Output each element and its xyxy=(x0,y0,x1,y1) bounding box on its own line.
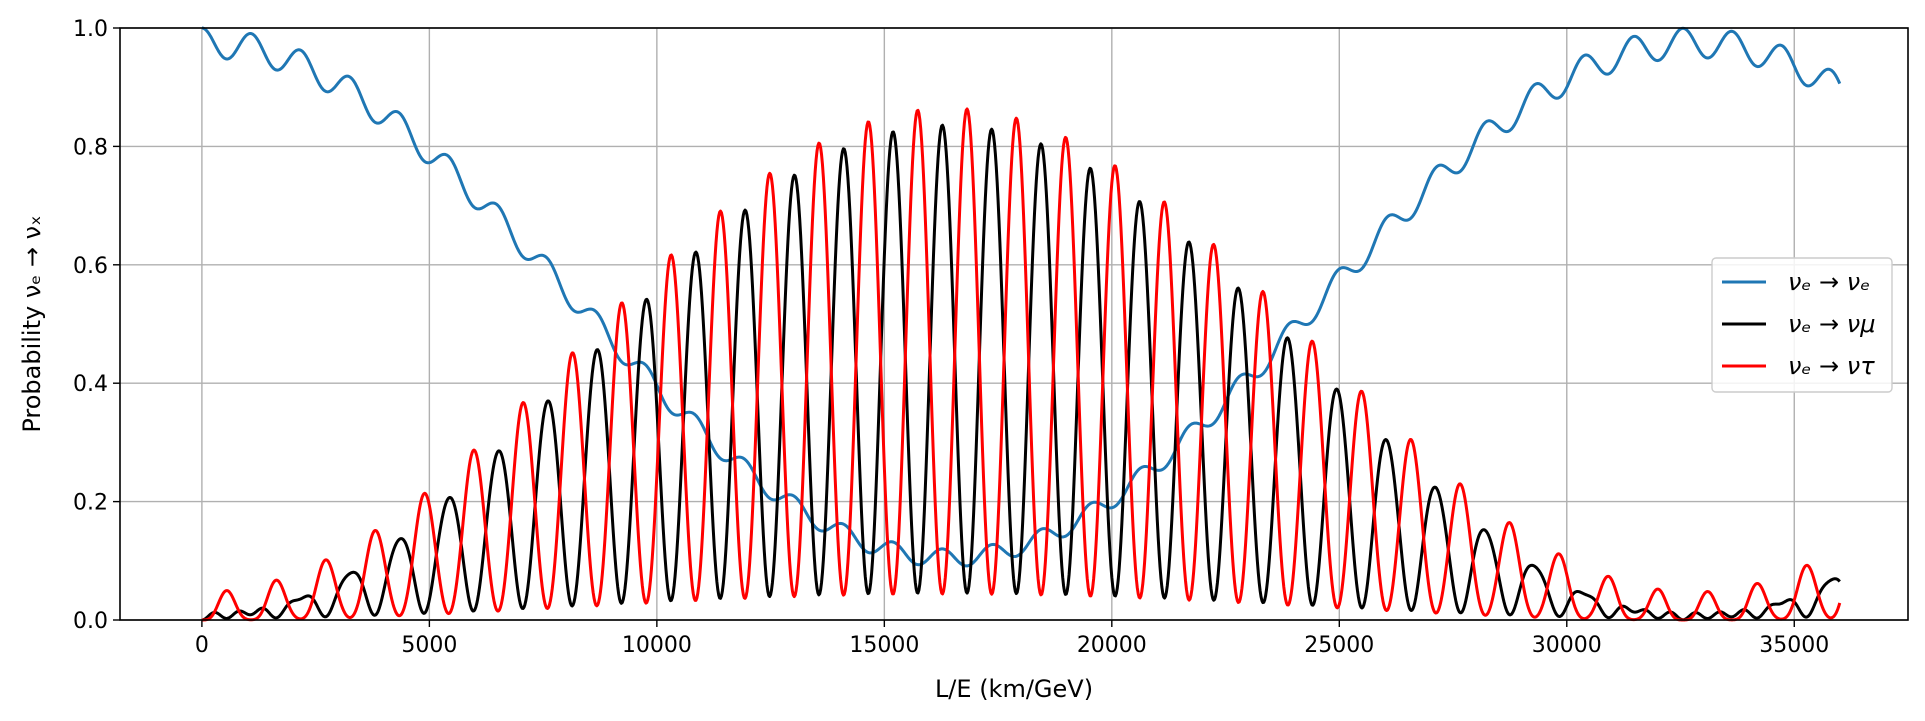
x-axis-ticks: 0 5000 10000 15000 20000 25000 30000 35000 xyxy=(195,620,1829,658)
x-axis-label: L/E (km/GeV) xyxy=(935,675,1093,703)
y-tick-label: 0.0 xyxy=(73,609,108,634)
y-tick-label: 1.0 xyxy=(73,17,108,42)
series-nue-numu xyxy=(201,123,1841,622)
y-axis-label: Probability νₑ → νₓ xyxy=(18,215,46,432)
series-nue-nutau xyxy=(201,107,1842,622)
x-tick-label: 5000 xyxy=(401,633,457,658)
plot-frame xyxy=(119,27,1909,621)
x-tick-label: 30000 xyxy=(1532,633,1602,658)
x-tick-label: 10000 xyxy=(622,633,692,658)
x-tick-label: 25000 xyxy=(1304,633,1374,658)
legend-box xyxy=(1711,257,1893,393)
legend-label: νₑ → νμ xyxy=(1788,310,1875,338)
x-tick-label: 0 xyxy=(195,633,209,658)
legend-label: νₑ → νₑ xyxy=(1788,268,1870,296)
legend-label: νₑ → ντ xyxy=(1788,352,1875,380)
series-layer xyxy=(201,26,1842,622)
y-tick-label: 0.6 xyxy=(73,254,108,279)
y-tick-label: 0.2 xyxy=(73,491,108,516)
y-tick-label: 0.4 xyxy=(73,372,108,397)
legend: νₑ → νₑ νₑ → νμ νₑ → ντ xyxy=(1711,257,1893,393)
y-axis-ticks: 0.0 0.2 0.4 0.6 0.8 1.0 xyxy=(73,17,120,634)
y-tick-label: 0.8 xyxy=(73,135,108,160)
x-tick-label: 20000 xyxy=(1077,633,1147,658)
x-tick-label: 15000 xyxy=(849,633,919,658)
x-tick-label: 35000 xyxy=(1759,633,1829,658)
